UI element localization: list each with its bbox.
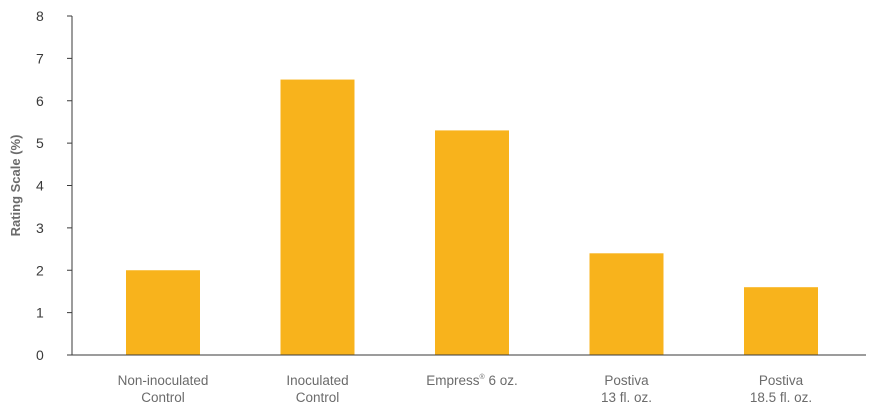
y-axis-title: Rating Scale (%) [8, 135, 23, 237]
x-tick-label-line: Empress [426, 373, 480, 388]
bar [589, 253, 664, 355]
x-tick-label: Postiva 18.5 fl. oz. [750, 373, 812, 405]
x-tick-label-line: 6 oz. [485, 373, 518, 388]
y-tick-label: 5 [36, 135, 44, 151]
x-tick-label: Postiva 13 fl. oz. [601, 373, 652, 405]
x-tick-label-line: 13 fl. oz. [601, 390, 652, 405]
x-axis: Non-inoculated Control Inoculated Control Em… [72, 354, 866, 405]
x-tick-label-line: Control [141, 390, 185, 405]
y-tick-label: 8 [36, 8, 44, 24]
x-tick-label-line: Control [296, 390, 340, 405]
x-tick-label-line: Postiva [759, 373, 804, 388]
x-tick-label: Empress® 6 oz. [426, 373, 517, 388]
y-tick-label: 1 [36, 305, 44, 321]
y-axis: 0 1 2 3 4 5 6 7 8 [36, 8, 73, 363]
y-tick-label: 0 [36, 347, 44, 363]
bar [126, 270, 200, 355]
x-tick-label-line: Non-inoculated [118, 373, 209, 388]
x-tick-label: Inoculated Control [286, 373, 348, 405]
y-tick-label: 3 [36, 220, 44, 236]
y-tick-label: 4 [36, 178, 44, 194]
x-tick-label: Non-inoculated Control [118, 373, 209, 405]
y-tick-label: 7 [36, 50, 44, 66]
x-tick-label-line: Inoculated [286, 373, 348, 388]
bar [280, 79, 355, 355]
x-tick-label-superscript: ® [480, 373, 486, 381]
bar [744, 287, 818, 355]
y-tick-label: 2 [36, 262, 44, 278]
y-tick-label: 6 [36, 93, 44, 109]
bar [435, 130, 509, 355]
bars [126, 79, 818, 355]
x-tick-label-line: 18.5 fl. oz. [750, 390, 812, 405]
x-tick-label-line: Postiva [604, 373, 649, 388]
